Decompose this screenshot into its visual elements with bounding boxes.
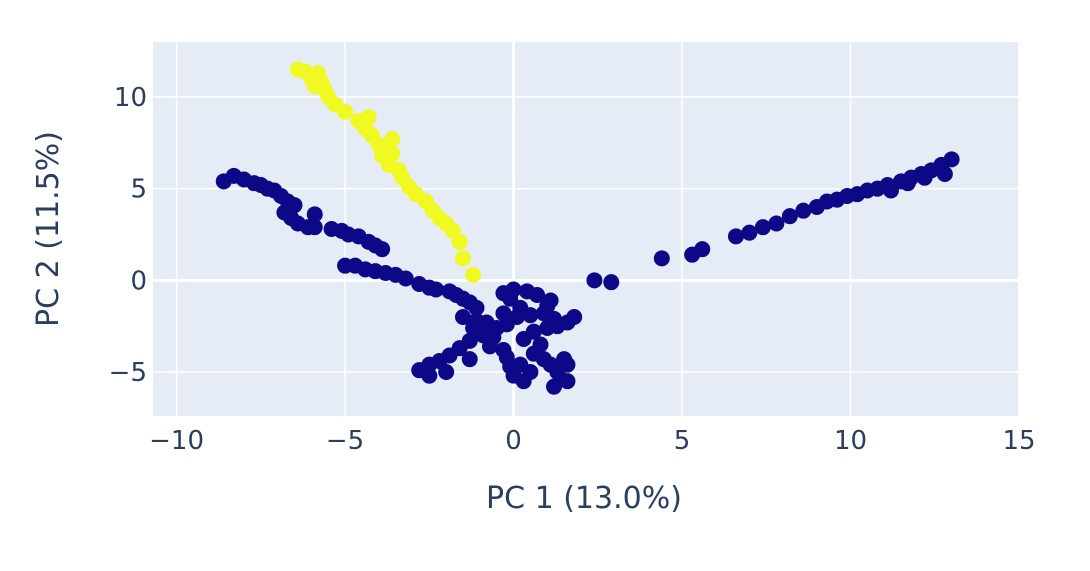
- data-point: [542, 292, 559, 309]
- data-point: [653, 250, 670, 267]
- data-point: [741, 224, 758, 241]
- series-0: [215, 151, 960, 395]
- data-point: [899, 175, 916, 192]
- data-point: [502, 290, 519, 307]
- data-point: [519, 283, 536, 300]
- data-point: [916, 169, 933, 186]
- data-point: [882, 182, 899, 199]
- data-points: [215, 61, 960, 395]
- data-point: [795, 202, 812, 219]
- data-point: [545, 378, 562, 395]
- data-point: [936, 166, 953, 182]
- data-point: [754, 219, 771, 236]
- data-point: [438, 364, 455, 380]
- data-point: [566, 309, 583, 325]
- y-tick-label: 5: [130, 175, 147, 205]
- data-point: [374, 241, 391, 258]
- y-tick-label: 10: [114, 83, 147, 113]
- data-point: [768, 215, 785, 232]
- x-tick-label: −10: [149, 426, 204, 456]
- data-point: [781, 208, 798, 225]
- data-point: [461, 351, 478, 368]
- data-point: [512, 356, 529, 373]
- data-point: [428, 281, 445, 298]
- data-point: [455, 309, 472, 325]
- data-point: [384, 131, 401, 148]
- data-point: [495, 305, 512, 322]
- x-tick-label: −5: [326, 426, 364, 456]
- data-point: [306, 219, 323, 236]
- data-point: [603, 274, 620, 291]
- data-point: [306, 206, 323, 223]
- data-point: [525, 323, 542, 340]
- data-point: [421, 367, 438, 384]
- data-point: [289, 61, 306, 78]
- x-axis-title: PC 1 (13.0%): [486, 481, 682, 516]
- data-point: [337, 103, 354, 120]
- data-point: [586, 272, 603, 289]
- data-point: [532, 336, 549, 353]
- data-point: [522, 307, 539, 324]
- x-axis-ticks: −10 −5 0 5 10 15: [149, 426, 1035, 456]
- x-tick-label: 0: [505, 426, 522, 456]
- data-point: [481, 338, 498, 355]
- data-point: [468, 299, 485, 316]
- data-point: [313, 74, 330, 91]
- data-point: [465, 266, 482, 283]
- data-point: [559, 373, 576, 390]
- data-point: [455, 250, 472, 267]
- data-point: [451, 233, 468, 250]
- data-point: [360, 109, 377, 126]
- x-tick-label: 5: [674, 426, 691, 456]
- data-point: [694, 241, 711, 258]
- series-1: [289, 61, 482, 283]
- y-axis-title: PC 2 (11.5%): [31, 131, 66, 327]
- plot-area: [153, 42, 1019, 416]
- y-tick-label: 0: [130, 266, 147, 296]
- data-point: [508, 309, 525, 325]
- data-point: [397, 270, 414, 287]
- y-tick-label: −5: [109, 358, 147, 388]
- x-tick-label: 10: [834, 426, 867, 456]
- y-axis-ticks: −5 0 5 10: [109, 83, 147, 388]
- data-point: [727, 228, 744, 245]
- x-tick-label: 15: [1002, 426, 1035, 456]
- data-point: [943, 151, 960, 168]
- data-point: [556, 351, 573, 368]
